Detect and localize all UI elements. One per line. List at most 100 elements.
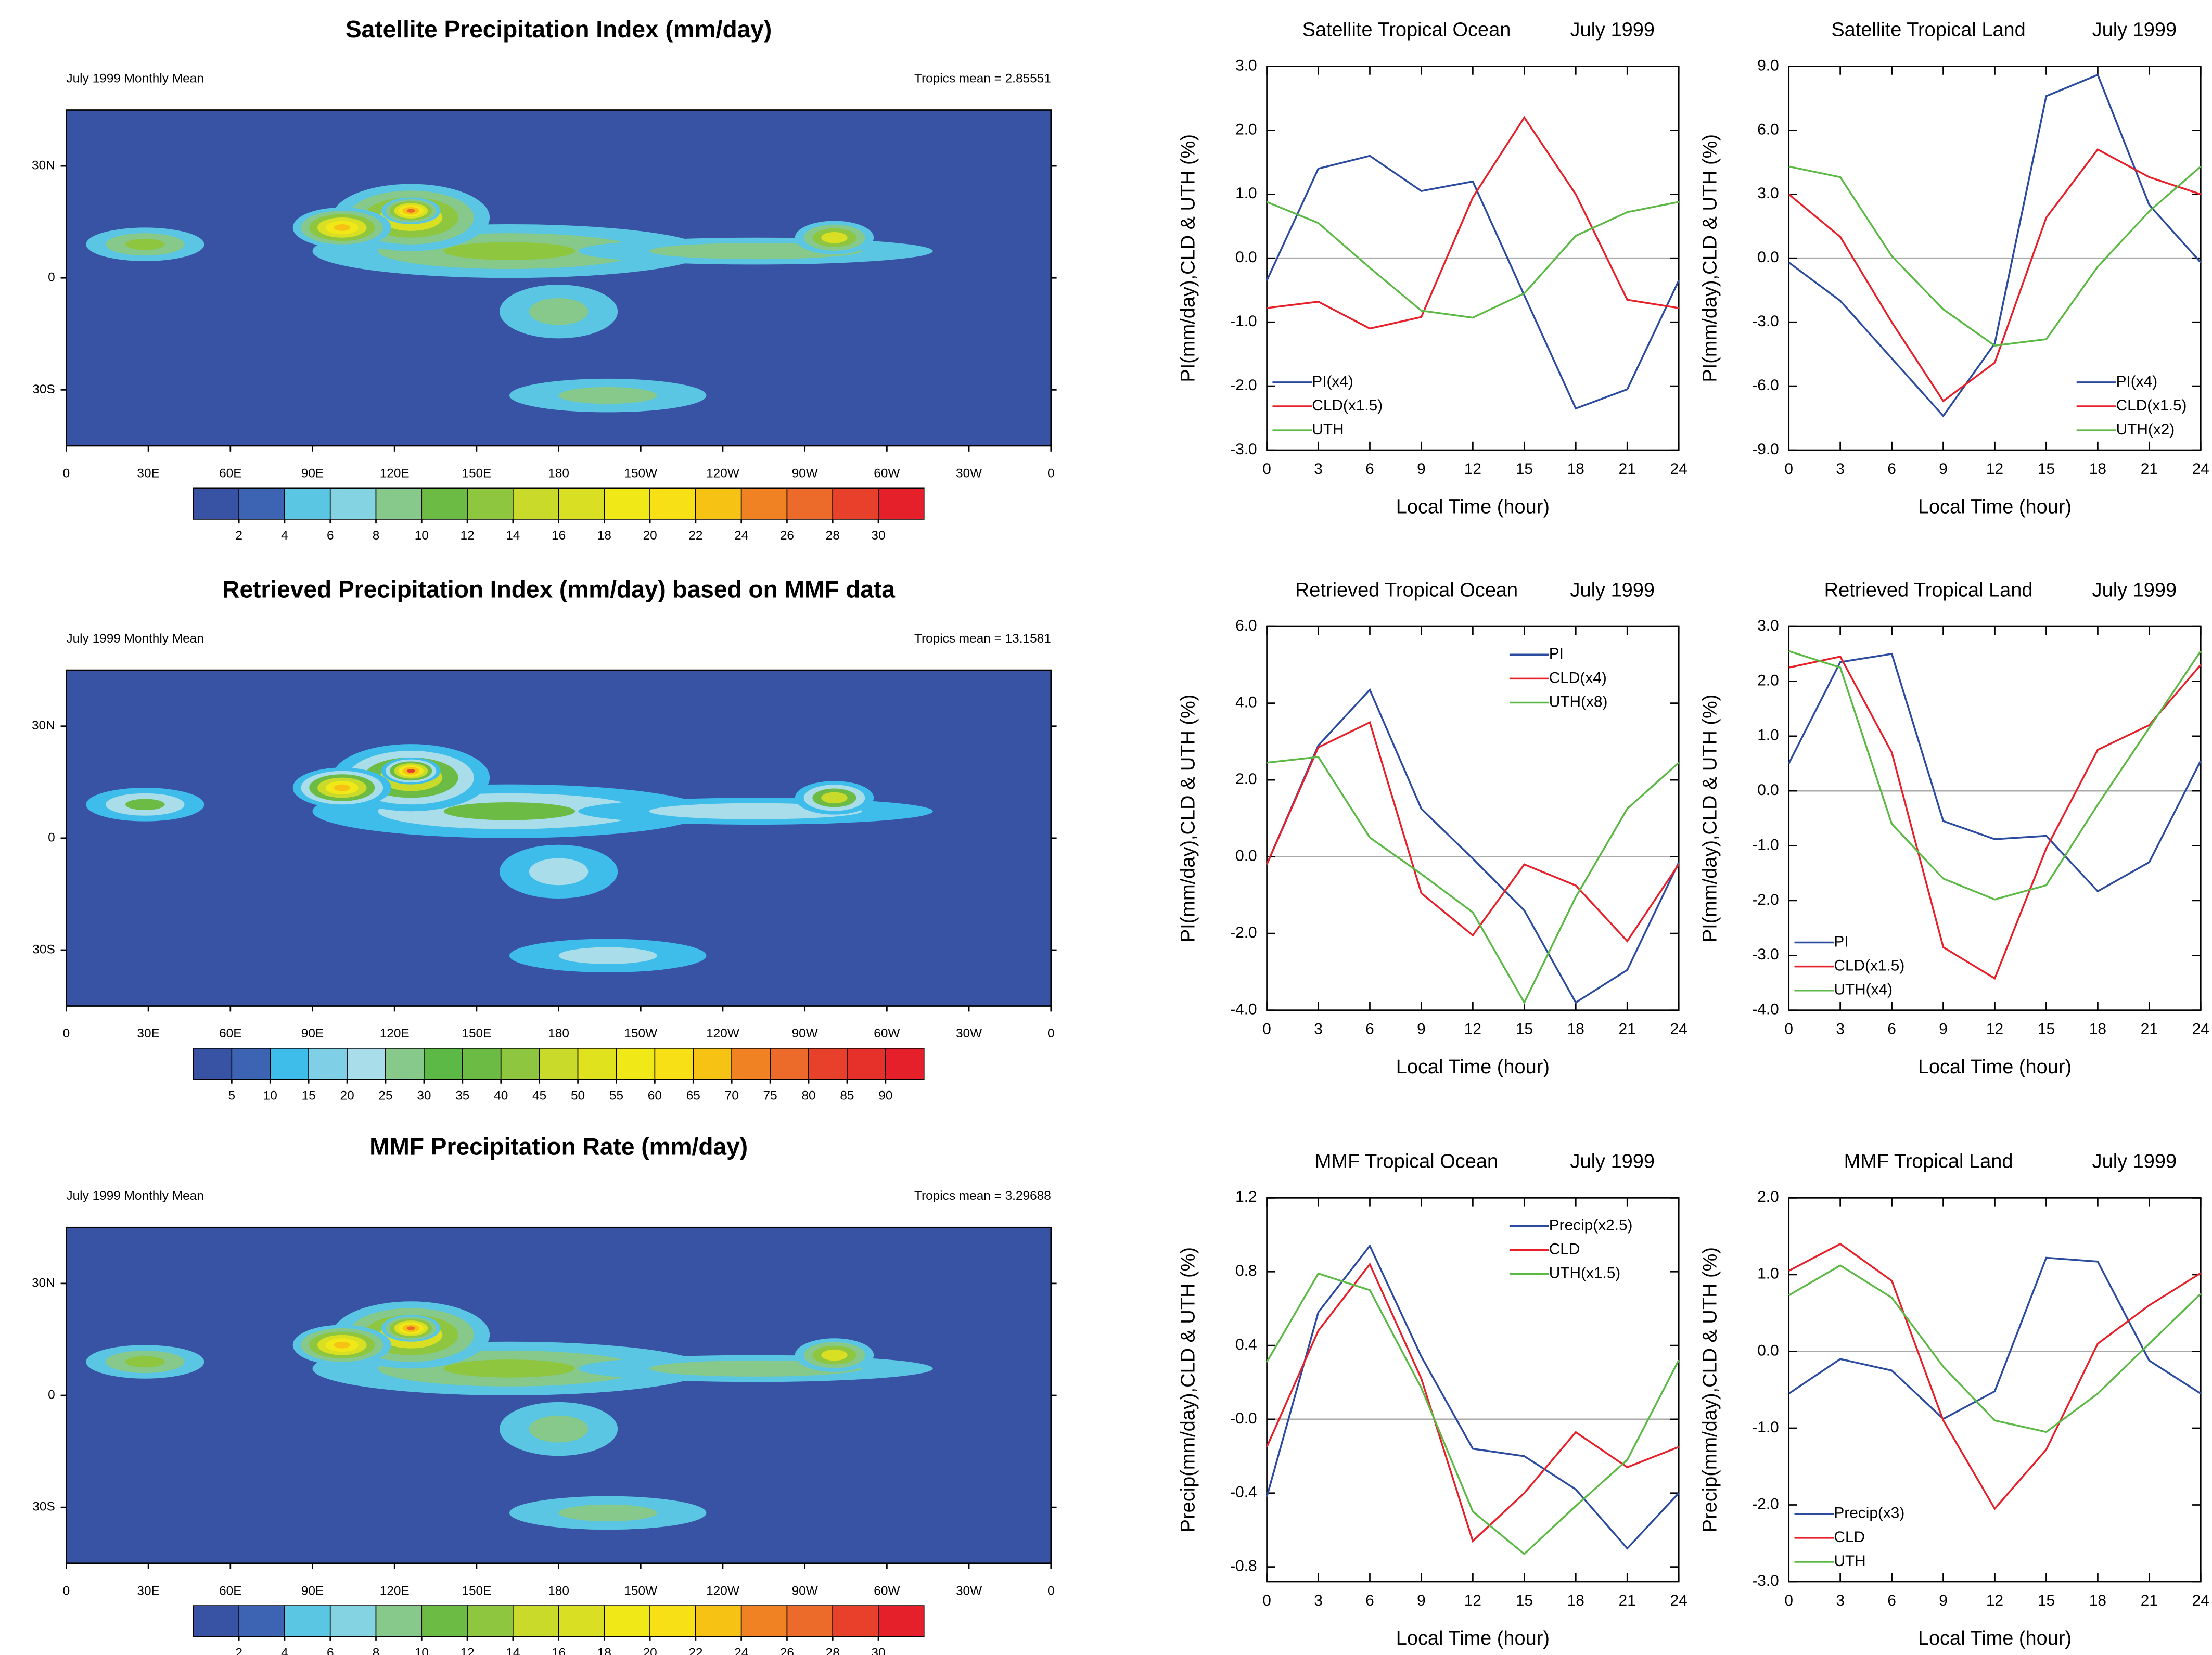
colorbar-box xyxy=(695,487,742,520)
colorbar-box xyxy=(786,487,834,520)
x-tick-label: 15 xyxy=(1516,460,1533,478)
y-tick-label: 0.0 xyxy=(1235,249,1257,266)
x-tick-label: 90E xyxy=(301,1584,324,1598)
y-tick-label: -4.0 xyxy=(1230,1001,1257,1018)
colorbar-label: 85 xyxy=(840,1089,854,1103)
y-tick-label: 4.0 xyxy=(1235,694,1257,711)
y-tick-label: 30N xyxy=(32,719,55,733)
colorbar-label: 26 xyxy=(780,529,794,543)
y-tick-label: 0.8 xyxy=(1235,1262,1257,1279)
colorbar-box xyxy=(424,1048,463,1080)
x-tick-label: 12 xyxy=(1986,460,2003,478)
map-contour xyxy=(406,209,415,213)
series-line xyxy=(1266,1272,1680,1556)
chart-title: Retrieved Tropical Ocean xyxy=(1295,579,1518,601)
y-tick-label: 30S xyxy=(32,1500,55,1514)
x-tick-label: 180 xyxy=(548,1584,569,1598)
x-tick-label: 0 xyxy=(1784,1021,1793,1038)
colorbar-box xyxy=(832,487,879,520)
colorbar-box xyxy=(786,1605,834,1637)
colorbar-box xyxy=(284,1605,331,1637)
colorbar-label: 50 xyxy=(571,1089,585,1103)
y-tick-label: 3.0 xyxy=(1757,617,1779,634)
colorbar-box xyxy=(284,487,331,520)
x-tick-label: 18 xyxy=(2089,1592,2106,1609)
colorbar-box xyxy=(238,487,285,520)
colorbar-label: 30 xyxy=(871,1646,885,1655)
y-tick-label: 6.0 xyxy=(1235,617,1257,634)
legend-label: CLD(x1.5) xyxy=(1312,397,1383,414)
y-tick-label: 0.0 xyxy=(1235,848,1257,865)
y-tick-label: 3.0 xyxy=(1757,185,1779,202)
legend-label: CLD(x1.5) xyxy=(2116,397,2187,414)
colorbar-label: 24 xyxy=(734,1646,748,1655)
map-contour xyxy=(529,858,589,886)
chart-title: MMF Tropical Land xyxy=(1844,1151,2013,1173)
x-tick-label: 3 xyxy=(1836,460,1845,478)
y-tick-label: 0 xyxy=(48,1388,55,1402)
legend-label: PI xyxy=(1834,933,1848,950)
colorbar-box xyxy=(740,487,788,520)
y-tick-label: 1.0 xyxy=(1757,727,1779,744)
x-tick-label: 18 xyxy=(1567,1021,1584,1038)
map-contour xyxy=(821,1349,848,1361)
x-tick-label: 120W xyxy=(706,467,739,481)
colorbar-box xyxy=(693,1048,733,1080)
x-tick-label: 0 xyxy=(1784,460,1793,478)
x-tick-label: 30E xyxy=(137,467,159,481)
map-contour xyxy=(125,238,165,250)
x-tick-label: 90E xyxy=(301,1027,324,1041)
x-tick-label: 60E xyxy=(219,1027,241,1041)
x-tick-label: 30W xyxy=(956,1584,982,1598)
colorbar-box xyxy=(462,1048,502,1080)
plot-frame xyxy=(1266,66,1680,451)
map-contour xyxy=(125,1356,165,1368)
colorbar-box xyxy=(467,1605,514,1637)
y-tick-label: -9.0 xyxy=(1752,441,1779,458)
chart-title-date: July 1999 xyxy=(2092,579,2177,601)
series-line xyxy=(1788,652,2202,893)
y-tick-label: 0 xyxy=(48,271,55,285)
x-tick-label: 21 xyxy=(2141,1592,2158,1609)
series-line xyxy=(1265,155,1680,410)
colorbar-box xyxy=(385,1048,425,1080)
colorbar-box xyxy=(421,487,468,520)
colorbar-label: 26 xyxy=(780,1646,794,1655)
colorbar-label: 28 xyxy=(826,1646,840,1655)
x-tick-label: 24 xyxy=(2192,1021,2209,1038)
colorbar-box xyxy=(270,1048,309,1080)
series-line xyxy=(1788,1242,2202,1510)
colorbar-box xyxy=(832,1605,879,1637)
x-tick-label: 9 xyxy=(1939,1021,1948,1038)
legend-label: Precip(x3) xyxy=(1834,1505,1904,1522)
map-contour xyxy=(558,387,657,404)
colorbar-label: 20 xyxy=(643,529,657,543)
x-tick-label: 3 xyxy=(1314,460,1323,478)
legend-label: PI xyxy=(1549,645,1564,662)
colorbar-label: 30 xyxy=(417,1089,431,1103)
chart-title: Satellite Tropical Ocean xyxy=(1302,19,1511,41)
colorbar-label: 20 xyxy=(340,1089,354,1103)
y-tick-label: 3.0 xyxy=(1235,57,1257,74)
chart-title-date: July 1999 xyxy=(2092,1151,2177,1173)
map-contour xyxy=(558,947,657,964)
y-tick-label: -2.0 xyxy=(1752,891,1779,908)
x-tick-label: 24 xyxy=(1670,460,1687,478)
x-tick-label: 6 xyxy=(1365,1592,1374,1609)
x-tick-label: 3 xyxy=(1836,1021,1845,1038)
x-tick-label: 18 xyxy=(2089,1021,2106,1038)
y-tick-label: -1.0 xyxy=(1752,836,1779,853)
chart-title: Retrieved Tropical Land xyxy=(1824,579,2033,601)
map-contour xyxy=(334,1341,351,1349)
series-line xyxy=(1788,165,2202,347)
colorbar-label: 18 xyxy=(597,1646,611,1655)
y-tick-label: -3.0 xyxy=(1752,946,1779,963)
series-line xyxy=(1788,73,2202,418)
x-tick-label: 60W xyxy=(874,1027,900,1041)
y-tick-label: 30S xyxy=(32,382,55,396)
x-tick-label: 12 xyxy=(1986,1021,2003,1038)
x-tick-label: 150W xyxy=(624,1027,657,1041)
x-tick-label: 21 xyxy=(2141,460,2158,478)
map-subtitle: July 1999 Monthly Mean xyxy=(66,71,203,85)
colorbar-label: 40 xyxy=(494,1089,508,1103)
